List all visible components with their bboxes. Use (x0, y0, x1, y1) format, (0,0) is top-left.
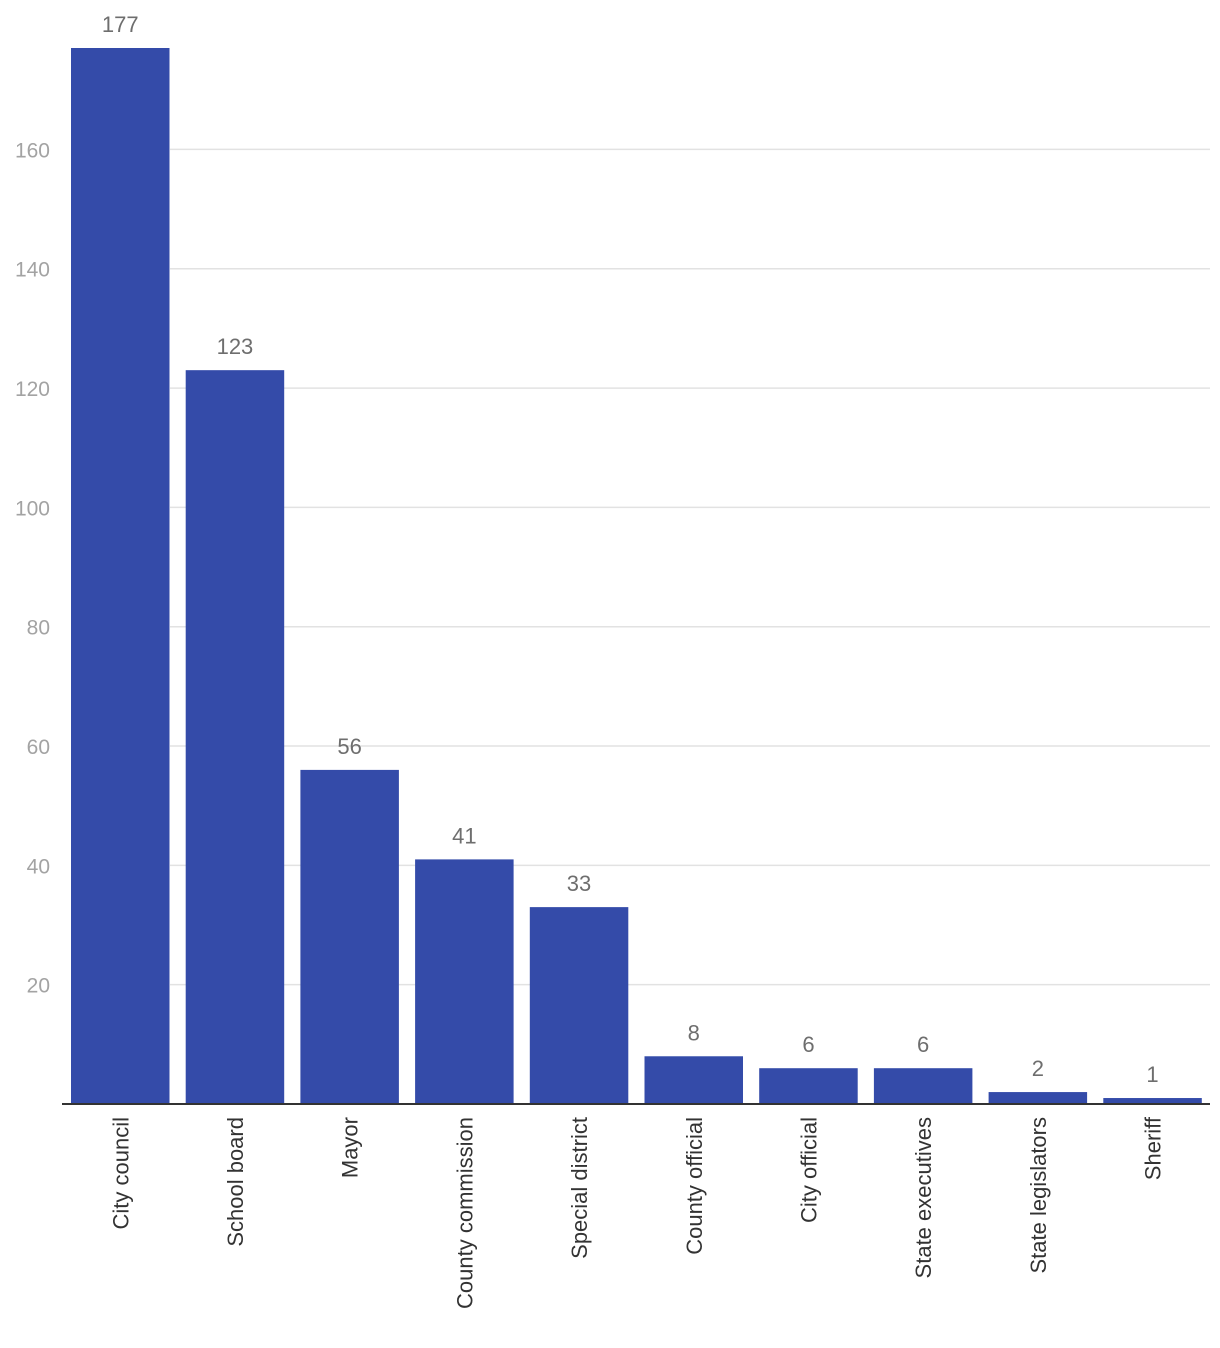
y-tick-label: 60 (27, 736, 50, 759)
data-label: 6 (917, 1032, 929, 1057)
y-tick-label: 160 (15, 139, 50, 162)
x-tick-label: County commission (452, 1117, 477, 1309)
data-label: 6 (802, 1032, 814, 1057)
bar (300, 769, 399, 1104)
data-label: 41 (452, 823, 476, 848)
y-tick-label: 140 (15, 259, 50, 282)
bar (759, 1068, 858, 1104)
x-tick-label: Mayor (338, 1117, 363, 1178)
x-tick-label: City official (796, 1117, 821, 1223)
bar (185, 370, 285, 1104)
x-tick-label: County official (682, 1117, 707, 1255)
bar (71, 48, 170, 1104)
bar (873, 1068, 973, 1104)
x-tick-label: School board (223, 1117, 248, 1247)
x-axis-tick-labels: City council School board Mayor County comm… (108, 1116, 1165, 1309)
y-tick-label: 80 (27, 617, 50, 640)
data-label: 177 (102, 12, 139, 37)
bar (988, 1092, 1088, 1104)
y-axis-tick-labels: 20 40 60 80 100 120 140 160 (15, 139, 50, 997)
data-label: 8 (688, 1020, 700, 1045)
data-label: 1 (1146, 1062, 1158, 1087)
data-label: 123 (217, 334, 254, 359)
y-tick-label: 40 (27, 855, 50, 878)
y-tick-label: 20 (27, 975, 50, 998)
y-tick-label: 100 (15, 497, 50, 520)
data-label: 2 (1032, 1056, 1044, 1081)
bar (529, 907, 629, 1104)
bar (1103, 1098, 1202, 1104)
data-labels: 177 123 56 41 33 8 6 6 2 1 (102, 12, 1159, 1087)
y-tick-label: 120 (15, 378, 50, 401)
data-label: 56 (337, 734, 361, 759)
bar (644, 1056, 743, 1104)
bars (71, 48, 1202, 1104)
x-tick-label: Sheriff (1141, 1116, 1166, 1180)
x-tick-label: Special district (567, 1117, 592, 1259)
x-tick-label: State executives (911, 1117, 936, 1278)
x-tick-label: State legislators (1026, 1117, 1051, 1274)
x-tick-label: City council (108, 1117, 133, 1229)
data-label: 33 (567, 871, 591, 896)
bar (415, 859, 514, 1104)
